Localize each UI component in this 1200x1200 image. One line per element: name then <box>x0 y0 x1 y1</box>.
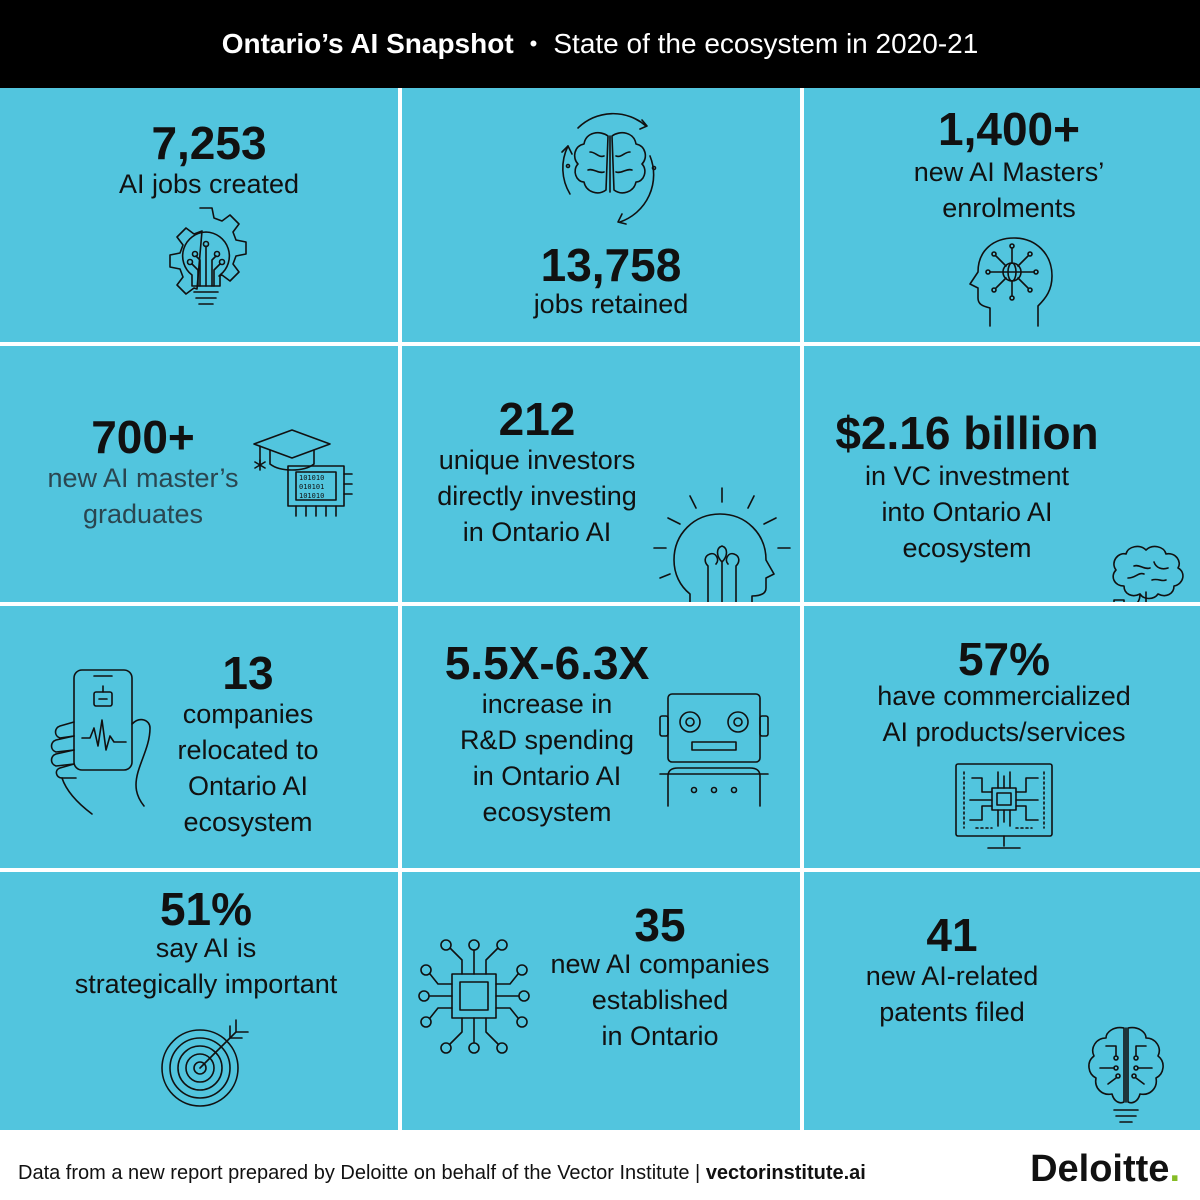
stat-line: ecosystem <box>482 797 612 827</box>
stat-line: ecosystem <box>902 533 1032 563</box>
stat-line: established <box>591 985 729 1015</box>
stat-description: have commercialized AI products/services <box>804 678 1200 750</box>
stat-description: new AI Masters’ enrolments <box>804 154 1200 226</box>
chip-bits: 101010 <box>299 492 324 500</box>
stat-value: $2.16 billion <box>835 407 1099 459</box>
tile-patents-filed: 41 new AI-related patents filed <box>804 872 1200 1130</box>
stat-value: 700+ <box>91 411 195 463</box>
header-bar: Ontario’s AI Snapshot • State of the eco… <box>0 0 1200 88</box>
tile-commercialized: 57% have commercialized AI products/serv… <box>804 606 1200 868</box>
graduation-chip-icon: 101010 010101 101010 <box>253 429 353 517</box>
stat-value: 7,253 <box>151 117 267 169</box>
footer-link[interactable]: vectorinstitute.ai <box>705 1162 866 1184</box>
chip-bits: 101010 <box>299 474 324 482</box>
stat-line: new AI Masters’ <box>913 157 1105 187</box>
target-icon <box>161 1019 249 1107</box>
stat-value: 1,400+ <box>938 103 1080 155</box>
stat-line: graduates <box>82 499 204 529</box>
brand-name: Deloitte <box>1030 1148 1170 1190</box>
stat-line: new AI master’s <box>47 463 239 493</box>
head-globe-icon <box>969 237 1053 327</box>
stat-value: 41 <box>926 909 978 961</box>
stat-line: AI jobs created <box>118 169 300 199</box>
brain-plug-icon <box>1112 545 1184 602</box>
stat-line: relocated to <box>177 735 319 765</box>
stat-description: unique investors directly investing in O… <box>402 442 672 550</box>
tile-companies-relocated: 13 companies relocated to Ontario AI eco… <box>0 606 398 868</box>
tile-jobs-created: 7,253 AI jobs created <box>0 88 398 342</box>
robot-icon <box>659 693 769 807</box>
tile-unique-investors: 212 unique investors directly investing … <box>402 346 800 602</box>
stat-value: 51% <box>159 883 253 935</box>
stat-description: increase in R&D spending in Ontario AI e… <box>402 686 692 830</box>
head-lightbulb-icon <box>653 487 791 602</box>
footer-note: Data from a new report prepared by Deloi… <box>18 1162 866 1185</box>
page-title: Ontario’s AI Snapshot <box>221 28 514 59</box>
stat-line: new AI companies <box>550 949 770 979</box>
chip-bits: 010101 <box>299 483 324 491</box>
stat-value: 35 <box>634 899 686 951</box>
tile-masters-graduates: 700+ new AI master’s graduates 101010 01… <box>0 346 398 602</box>
stat-value: 212 <box>498 393 576 445</box>
stat-line: in Ontario AI <box>462 517 612 547</box>
footer-source-text: Data from a new report prepared by Deloi… <box>18 1162 706 1184</box>
stats-grid: 7,253 AI jobs created 13,758 <box>0 88 1200 1130</box>
brand-dot: . <box>1169 1148 1180 1190</box>
stat-description: new AI master’s graduates <box>0 460 286 532</box>
stat-description: new AI-related patents filed <box>804 958 1100 1030</box>
brain-bulb-icon <box>1088 1026 1164 1123</box>
tile-masters-enrolments: 1,400+ new AI Masters’ enrolments <box>804 88 1200 342</box>
stat-line: increase in <box>481 689 613 719</box>
stat-line: jobs retained <box>533 289 689 319</box>
footer: Data from a new report prepared by Deloi… <box>0 1130 1200 1200</box>
stat-line: enrolments <box>942 193 1076 223</box>
stat-description: new AI companies established in Ontario <box>542 946 778 1054</box>
stat-value: 57% <box>957 633 1051 685</box>
stat-line: in VC investment <box>864 461 1070 491</box>
stat-line: ecosystem <box>183 807 313 837</box>
title-separator: • <box>529 31 538 56</box>
tile-vc-investment: $2.16 billion in VC investment into Onta… <box>804 346 1200 602</box>
stat-description: AI jobs created <box>0 166 398 202</box>
stat-line: directly investing <box>437 481 637 511</box>
stat-line: patents filed <box>879 997 1025 1027</box>
stat-line: in Ontario <box>601 1021 719 1051</box>
tile-jobs-retained: 13,758 jobs retained <box>402 88 800 342</box>
stat-line: AI products/services <box>882 717 1126 747</box>
gear-lightbulb-icon <box>169 207 247 305</box>
page-subtitle: State of the ecosystem in 2020-21 <box>553 28 979 59</box>
tile-strategically-important: 51% say AI is strategically important <box>0 872 398 1130</box>
microchip-icon <box>418 939 530 1054</box>
deloitte-logo: Deloitte. <box>1030 1148 1180 1191</box>
stat-line: new AI-related <box>865 961 1039 991</box>
stat-description: in VC investment into Ontario AI ecosyst… <box>804 458 1130 566</box>
stat-line: in Ontario AI <box>472 761 622 791</box>
stat-line: have commercialized <box>877 681 1131 711</box>
stat-line: Ontario AI <box>187 771 309 801</box>
tile-rd-spending: 5.5X-6.3X increase in R&D spending in On… <box>402 606 800 868</box>
hand-phone-icon <box>50 669 151 815</box>
tile-new-companies: 35 new AI companies established in Ontar… <box>402 872 800 1130</box>
stat-value: 13 <box>222 647 274 699</box>
stat-description: jobs retained <box>402 286 800 322</box>
stat-line: strategically important <box>74 969 338 999</box>
circuit-monitor-icon <box>955 763 1053 849</box>
stat-line: into Ontario AI <box>881 497 1053 527</box>
stat-value: 13,758 <box>540 239 682 291</box>
brain-cycle-icon <box>561 112 657 225</box>
stat-line: companies <box>182 699 314 729</box>
stat-value: 5.5X-6.3X <box>444 637 650 689</box>
stat-description: companies relocated to Ontario AI ecosys… <box>118 696 378 840</box>
stat-line: say AI is <box>155 933 257 963</box>
stat-description: say AI is strategically important <box>0 930 398 1002</box>
stat-line: unique investors <box>438 445 636 475</box>
stat-line: R&D spending <box>459 725 635 755</box>
